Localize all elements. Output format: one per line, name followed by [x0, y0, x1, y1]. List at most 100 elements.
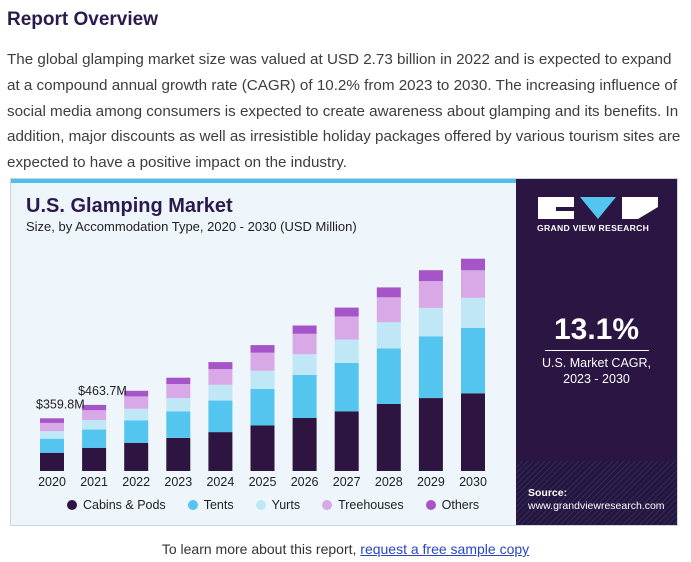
bar-segment-2027-treehouses — [334, 316, 359, 340]
bar-segment-2029-yurts — [418, 307, 443, 337]
legend-item-cabins-pods: Cabins & Pods — [67, 498, 166, 512]
legend-label-yurts: Yurts — [271, 498, 301, 512]
x-tick-label-2028: 2028 — [375, 475, 403, 489]
legend-label-cabins-pods: Cabins & Pods — [83, 498, 166, 512]
bar-segment-2029-treehouses — [418, 281, 443, 308]
bar-segment-2025-others — [250, 345, 275, 353]
x-tick-label-2023: 2023 — [164, 475, 192, 489]
x-tick-label-2029: 2029 — [417, 475, 445, 489]
bar-segment-2022-tents — [124, 420, 149, 443]
bar-segment-2020-treehouses — [40, 422, 64, 432]
legend-swatch-yurts — [255, 500, 266, 510]
legend-item-yurts: Yurts — [255, 498, 301, 512]
bar-segment-2027-cabins-pods — [334, 411, 359, 471]
bar-segment-2021-others — [82, 404, 107, 411]
cagr-value: 13.1% — [553, 313, 640, 346]
bar-segment-2027-tents — [334, 363, 359, 412]
source-label: Source: — [528, 487, 568, 499]
bar-segment-2021-yurts — [82, 420, 107, 430]
bar-segment-2023-cabins-pods — [166, 437, 191, 471]
chart-subtitle: Size, by Accommodation Type, 2020 - 2030… — [26, 219, 357, 234]
bar-segment-2022-others — [124, 390, 149, 397]
bar-segment-2027-others — [334, 307, 359, 317]
x-tick-label-2022: 2022 — [122, 475, 150, 489]
chart-legend: Cabins & Pods Tents Yurts Treehouses Oth… — [67, 498, 501, 512]
x-tick-label-2030: 2030 — [459, 475, 487, 489]
bar-segment-2020-cabins-pods — [40, 452, 64, 471]
x-tick-label-2027: 2027 — [333, 475, 361, 489]
bar-segment-2030-others — [461, 258, 485, 271]
bar-segment-2021-tents — [82, 429, 107, 448]
legend-label-others: Others — [441, 498, 480, 512]
bar-segment-2029-others — [418, 270, 443, 282]
sidebar-pattern — [516, 461, 677, 525]
legend-item-others: Others — [425, 498, 480, 512]
bar-segment-2022-yurts — [124, 408, 149, 421]
legend-item-treehouses: Treehouses — [322, 498, 404, 512]
bar-segment-2028-others — [376, 287, 401, 298]
sidebar-panel: GRAND VIEW RESEARCH 13.1% U.S. Market CA… — [516, 179, 677, 525]
bar-segment-2030-tents — [461, 328, 485, 394]
bar-segment-2025-tents — [250, 389, 275, 426]
bar-segment-2023-others — [166, 377, 191, 384]
x-tick-label-2024: 2024 — [206, 475, 234, 489]
bar-segment-2026-yurts — [292, 354, 317, 375]
bar-segment-2020-yurts — [40, 431, 64, 439]
legend-label-tents: Tents — [203, 498, 234, 512]
report-overview-heading: Report Overview — [7, 9, 158, 30]
bar-segment-2026-others — [292, 325, 317, 334]
legend-label-treehouses: Treehouses — [338, 498, 404, 512]
bar-segment-2024-others — [208, 362, 233, 370]
bar-segment-2030-yurts — [461, 297, 485, 328]
footer-text: To learn more about this report, — [161, 541, 361, 557]
bar-segment-2023-tents — [166, 411, 191, 438]
bar-segment-2024-cabins-pods — [208, 432, 233, 471]
stacked-bar-chart: 2020 2021 2022 2023 2024 2025 2026 2027 2028 2029… — [36, 258, 487, 489]
legend-swatch-treehouses — [322, 500, 333, 510]
x-tick-label-2020: 2020 — [38, 475, 66, 489]
data-label-2021: $463.7M — [78, 384, 127, 398]
cagr-label-line1: U.S. Market CAGR, — [541, 356, 652, 370]
bar-segment-2027-yurts — [334, 339, 359, 363]
bar-segment-2024-yurts — [208, 384, 233, 401]
bar-segment-2029-tents — [418, 336, 443, 398]
cagr-divider — [545, 350, 649, 351]
chart-card: U.S. Glamping Market Size, by Accommodat… — [10, 178, 678, 526]
bar-segment-2021-cabins-pods — [82, 447, 107, 471]
x-tick-label-2025: 2025 — [249, 475, 277, 489]
report-overview-paragraph: The global glamping market size was valu… — [7, 51, 681, 172]
grand-view-research-logo-icon — [538, 197, 658, 219]
bar-segment-2028-treehouses — [376, 297, 401, 323]
bar-segment-2020-tents — [40, 438, 64, 453]
x-tick-label-2026: 2026 — [291, 475, 319, 489]
bar-segment-2030-cabins-pods — [461, 393, 485, 471]
bar-segment-2025-yurts — [250, 370, 275, 389]
bar-segment-2025-treehouses — [250, 352, 275, 371]
legend-item-tents: Tents — [187, 498, 234, 512]
bar-segment-2022-cabins-pods — [124, 442, 149, 471]
bar-segment-2021-treehouses — [82, 410, 107, 421]
bar-segment-2020-others — [40, 418, 64, 423]
data-label-2020: $359.8M — [36, 397, 85, 411]
bar-segment-2030-treehouses — [461, 270, 485, 298]
bar-segment-2022-treehouses — [124, 396, 149, 409]
request-sample-link[interactable]: request a free sample copy — [360, 541, 530, 557]
bar-segment-2028-tents — [376, 348, 401, 404]
x-tick-label-2021: 2021 — [80, 475, 108, 489]
bar-segment-2028-cabins-pods — [376, 403, 401, 471]
bar-segment-2028-yurts — [376, 322, 401, 349]
footer-cta: To learn more about this report, request… — [0, 541, 691, 557]
bar-segment-2023-yurts — [166, 398, 191, 412]
source-url: www.grandviewresearch.com — [528, 500, 665, 512]
bar-segment-2026-tents — [292, 374, 317, 418]
accent-bar — [11, 179, 516, 183]
legend-swatch-cabins-pods — [67, 500, 77, 510]
legend-swatch-others — [425, 500, 436, 510]
bar-segment-2026-treehouses — [292, 333, 317, 355]
bar-segment-2024-treehouses — [208, 369, 233, 385]
legend-swatch-tents — [187, 500, 198, 510]
chart-title: U.S. Glamping Market — [26, 195, 233, 217]
brand-name: GRAND VIEW RESEARCH — [537, 223, 650, 233]
bar-segment-2026-cabins-pods — [292, 418, 317, 471]
bar-segment-2024-tents — [208, 400, 233, 433]
